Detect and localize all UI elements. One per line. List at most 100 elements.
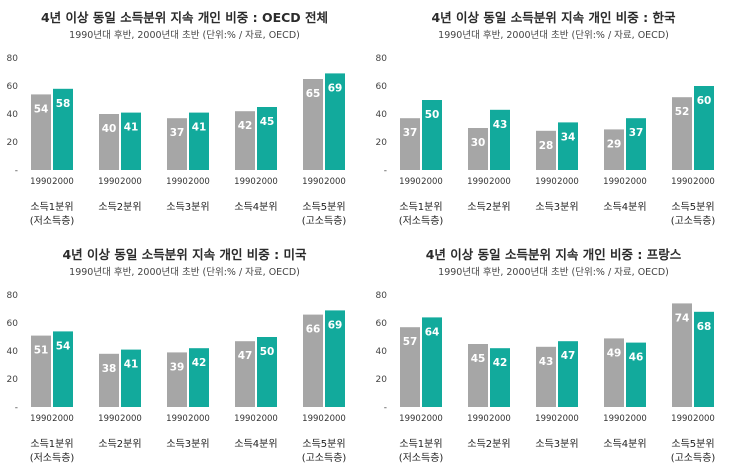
bar-2000 — [694, 86, 714, 170]
chart-panel-france: 4년 이상 동일 소득분위 지속 개인 비중 : 프랑스 1990년대 후반, … — [369, 237, 738, 474]
category-label: 소득5분위 — [671, 437, 714, 450]
x-series-label: 2000 — [188, 177, 210, 187]
bar-1990 — [31, 94, 51, 170]
bar-1990 — [604, 338, 624, 407]
bar-chart-oecd: - 20 40 60 80 54 1990 58 2000 소득1분위 (저소득층) 40 1990 41… — [7, 54, 347, 227]
chart-title: 4년 이상 동일 소득분위 지속 개인 비중 : OECD 전체 — [40, 10, 329, 25]
data-label: 65 — [306, 88, 321, 100]
x-series-label: 2000 — [52, 414, 74, 424]
bar-1990 — [468, 128, 488, 170]
data-label: 28 — [539, 140, 554, 152]
category-label: 소득2분위 — [98, 437, 141, 450]
bar-2000 — [422, 100, 442, 170]
x-series-label: 1990 — [30, 414, 52, 424]
y-tick-label: 40 — [7, 347, 19, 357]
y-tick-label: - — [15, 403, 18, 413]
data-label: 42 — [238, 120, 253, 132]
data-label: 50 — [260, 346, 275, 358]
category-label: 소득1분위 — [30, 200, 73, 213]
data-label: 68 — [697, 321, 712, 333]
data-label: 40 — [102, 123, 117, 135]
category-label: (고소득층) — [302, 452, 347, 464]
x-series-label: 2000 — [256, 177, 278, 187]
bar-1990 — [400, 327, 420, 407]
y-tick-label: 80 — [7, 291, 19, 301]
category-label: 소득5분위 — [671, 200, 714, 213]
data-label: 39 — [170, 361, 185, 373]
category-label: 소득3분위 — [166, 437, 209, 450]
category-label: 소득5분위 — [302, 437, 345, 450]
data-label: 29 — [607, 138, 622, 150]
category-label: (고소득층) — [671, 215, 716, 227]
x-series-label: 2000 — [693, 177, 715, 187]
data-label: 66 — [306, 324, 321, 336]
data-label: 52 — [675, 106, 690, 118]
bar-2000 — [626, 118, 646, 170]
y-tick-label: 80 — [376, 54, 388, 64]
x-series-label: 2000 — [625, 414, 647, 424]
x-series-label: 1990 — [234, 177, 256, 187]
x-series-label: 2000 — [421, 414, 443, 424]
y-tick-label: 20 — [376, 375, 388, 385]
x-series-label: 2000 — [188, 414, 210, 424]
category-label: (저소득층) — [30, 215, 75, 227]
x-series-label: 2000 — [489, 177, 511, 187]
x-series-label: 2000 — [120, 414, 142, 424]
category-label: 소득1분위 — [399, 200, 442, 213]
y-tick-label: 20 — [7, 375, 19, 385]
bar-2000 — [257, 107, 277, 170]
data-label: 51 — [34, 345, 49, 357]
bar-1990 — [400, 118, 420, 170]
y-tick-label: 60 — [7, 319, 19, 329]
x-series-label: 1990 — [166, 414, 188, 424]
bar-1990 — [468, 344, 488, 407]
data-label: 37 — [170, 127, 185, 139]
data-label: 37 — [403, 127, 418, 139]
x-series-label: 1990 — [234, 414, 256, 424]
bar-2000 — [53, 331, 73, 407]
category-label: 소득3분위 — [166, 200, 209, 213]
x-series-label: 1990 — [302, 177, 324, 187]
x-series-label: 1990 — [98, 414, 120, 424]
bar-2000 — [257, 337, 277, 407]
chart-panel-korea: 4년 이상 동일 소득분위 지속 개인 비중 : 한국 1990년대 후반, 2… — [369, 0, 738, 237]
x-series-label: 1990 — [671, 414, 693, 424]
x-series-label: 1990 — [98, 177, 120, 187]
category-label: 소득2분위 — [467, 200, 510, 213]
data-label: 45 — [471, 353, 486, 365]
chart-subtitle: 1990년대 후반, 2000년대 초반 (단위:% / 자료, OECD) — [438, 30, 669, 41]
data-label: 49 — [607, 347, 622, 359]
category-label: (저소득층) — [30, 452, 75, 464]
bar-2000 — [694, 311, 714, 407]
category-label: 소득3분위 — [535, 200, 578, 213]
chart-subtitle: 1990년대 후반, 2000년대 초반 (단위:% / 자료, OECD) — [69, 267, 300, 278]
category-label: 소득1분위 — [30, 437, 73, 450]
bar-2000 — [626, 342, 646, 407]
y-tick-label: - — [384, 403, 387, 413]
data-label: 30 — [471, 137, 486, 149]
x-series-label: 1990 — [302, 414, 324, 424]
bar-1990 — [303, 314, 323, 407]
category-label: 소득4분위 — [234, 437, 277, 450]
x-series-label: 2000 — [557, 177, 579, 187]
y-tick-label: 40 — [376, 347, 388, 357]
y-tick-label: 40 — [7, 110, 19, 120]
bar-1990 — [31, 335, 51, 407]
x-series-label: 2000 — [625, 177, 647, 187]
x-series-label: 1990 — [671, 177, 693, 187]
x-series-label: 2000 — [324, 414, 346, 424]
y-tick-label: - — [384, 166, 387, 176]
data-label: 69 — [328, 82, 343, 94]
category-label: (고소득층) — [671, 452, 716, 464]
category-label: 소득4분위 — [603, 200, 646, 213]
bar-2000 — [53, 88, 73, 170]
data-label: 47 — [238, 350, 253, 362]
data-label: 54 — [56, 340, 71, 352]
category-label: 소득2분위 — [467, 437, 510, 450]
x-series-label: 1990 — [399, 414, 421, 424]
bar-1990 — [99, 353, 119, 407]
bar-1990 — [672, 303, 692, 407]
category-label: (고소득층) — [302, 215, 347, 227]
x-series-label: 1990 — [467, 414, 489, 424]
bar-1990 — [235, 341, 255, 407]
